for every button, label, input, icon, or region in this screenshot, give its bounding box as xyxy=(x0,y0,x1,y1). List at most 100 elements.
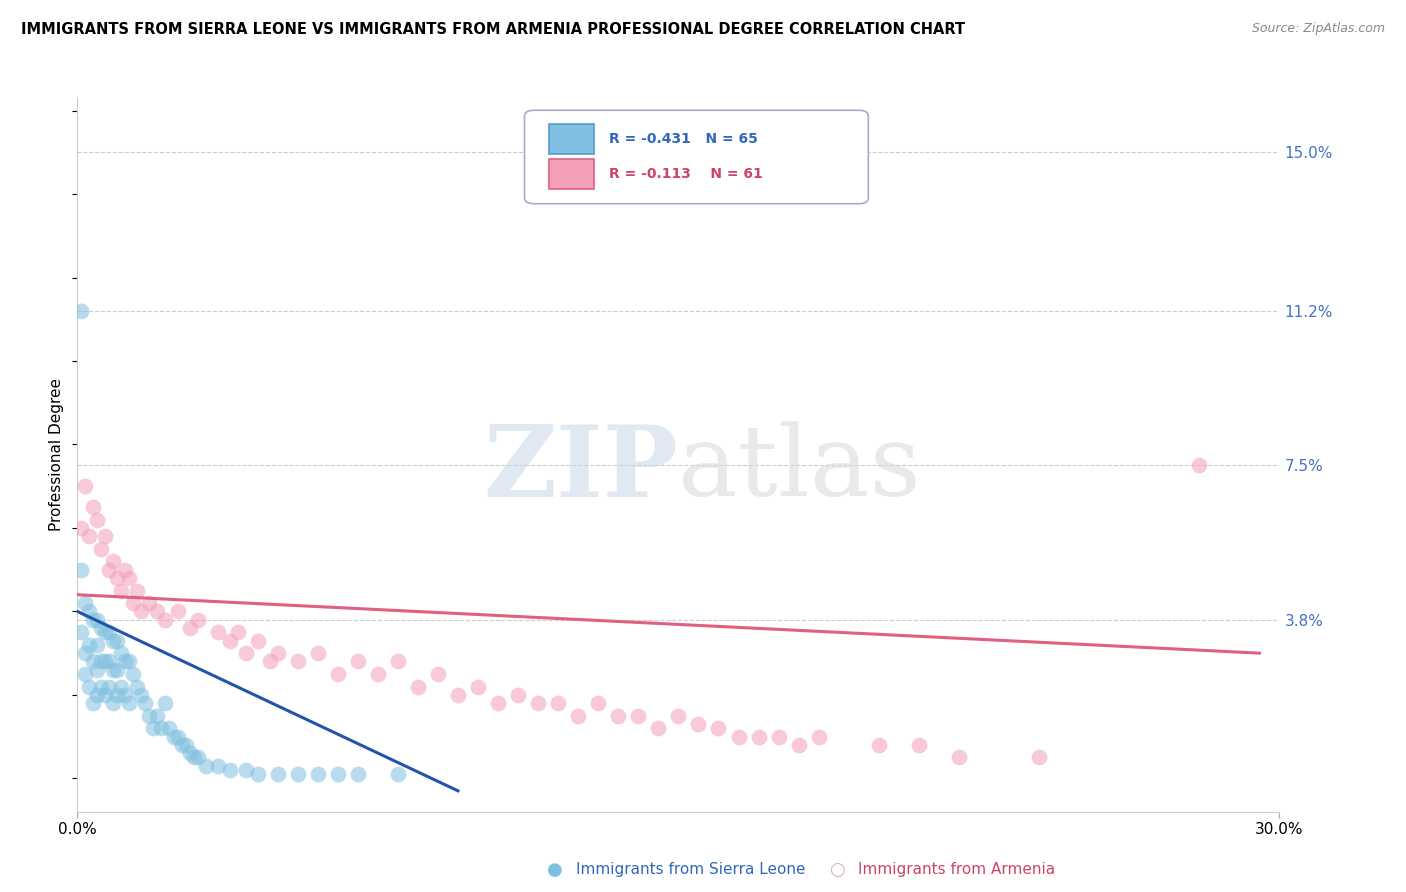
Point xyxy=(90,680,112,694)
Point xyxy=(607,708,630,723)
Point xyxy=(159,721,181,735)
Point xyxy=(86,513,108,527)
Point xyxy=(207,625,229,640)
Point xyxy=(114,563,136,577)
Point xyxy=(194,759,217,773)
Point xyxy=(155,696,177,710)
Point xyxy=(326,767,349,781)
Point xyxy=(110,680,132,694)
Point xyxy=(94,655,117,669)
Point xyxy=(127,583,149,598)
FancyBboxPatch shape xyxy=(548,160,595,189)
Point xyxy=(367,667,389,681)
Point xyxy=(259,655,281,669)
Point xyxy=(82,696,104,710)
Point xyxy=(347,655,370,669)
Point xyxy=(103,554,125,568)
Point xyxy=(107,688,129,702)
Text: Source: ZipAtlas.com: Source: ZipAtlas.com xyxy=(1251,22,1385,36)
Point xyxy=(98,625,121,640)
Point xyxy=(908,738,931,752)
Point xyxy=(187,750,209,764)
Point xyxy=(1028,750,1050,764)
Point xyxy=(508,688,530,702)
Point xyxy=(170,738,193,752)
Point xyxy=(727,730,749,744)
Point xyxy=(179,747,201,761)
Point xyxy=(868,738,890,752)
Point xyxy=(90,655,112,669)
Point xyxy=(146,708,169,723)
Point xyxy=(82,655,104,669)
Point xyxy=(174,738,197,752)
Point xyxy=(79,604,101,618)
Text: R = -0.113    N = 61: R = -0.113 N = 61 xyxy=(609,168,762,181)
Point xyxy=(70,304,93,318)
Y-axis label: Professional Degree: Professional Degree xyxy=(49,378,65,532)
Point xyxy=(406,680,429,694)
Point xyxy=(138,596,160,610)
Point xyxy=(114,688,136,702)
Point xyxy=(79,638,101,652)
Point xyxy=(138,708,160,723)
Text: ○: ○ xyxy=(828,861,845,879)
Text: R = -0.431   N = 65: R = -0.431 N = 65 xyxy=(609,132,758,145)
Point xyxy=(166,604,188,618)
Point xyxy=(183,750,205,764)
Point xyxy=(134,696,156,710)
Point xyxy=(103,696,125,710)
Point xyxy=(162,730,184,744)
Point xyxy=(187,613,209,627)
Point xyxy=(122,667,145,681)
Point xyxy=(110,646,132,660)
Point xyxy=(86,663,108,677)
Point xyxy=(787,738,810,752)
Point xyxy=(75,646,97,660)
Point xyxy=(307,767,329,781)
Point xyxy=(90,541,112,556)
Point xyxy=(387,655,409,669)
Point xyxy=(94,529,117,543)
Point xyxy=(82,613,104,627)
Point xyxy=(207,759,229,773)
Point xyxy=(807,730,830,744)
Point xyxy=(94,625,117,640)
Point xyxy=(668,708,690,723)
Point xyxy=(118,696,141,710)
Point xyxy=(287,767,309,781)
Point xyxy=(142,721,165,735)
Point xyxy=(246,633,269,648)
Point xyxy=(948,750,970,764)
Point xyxy=(287,655,309,669)
Point xyxy=(110,583,132,598)
Point xyxy=(90,621,112,635)
Point xyxy=(103,663,125,677)
Point xyxy=(94,688,117,702)
Point xyxy=(107,633,129,648)
Point xyxy=(547,696,569,710)
Point xyxy=(567,708,589,723)
Point xyxy=(427,667,450,681)
FancyBboxPatch shape xyxy=(548,124,595,153)
Point xyxy=(98,680,121,694)
Point xyxy=(98,563,121,577)
Point xyxy=(75,596,97,610)
Point xyxy=(79,680,101,694)
Point xyxy=(86,638,108,652)
Point xyxy=(226,625,249,640)
Text: ZIP: ZIP xyxy=(484,421,679,517)
Point xyxy=(118,655,141,669)
FancyBboxPatch shape xyxy=(524,111,869,203)
Point xyxy=(267,767,290,781)
Point xyxy=(118,571,141,585)
Point xyxy=(79,529,101,543)
Point xyxy=(527,696,550,710)
Point xyxy=(70,625,93,640)
Point xyxy=(768,730,790,744)
Point xyxy=(107,571,129,585)
Point xyxy=(155,613,177,627)
Point xyxy=(246,767,269,781)
Point xyxy=(70,563,93,577)
Point xyxy=(82,500,104,514)
Point xyxy=(235,646,257,660)
